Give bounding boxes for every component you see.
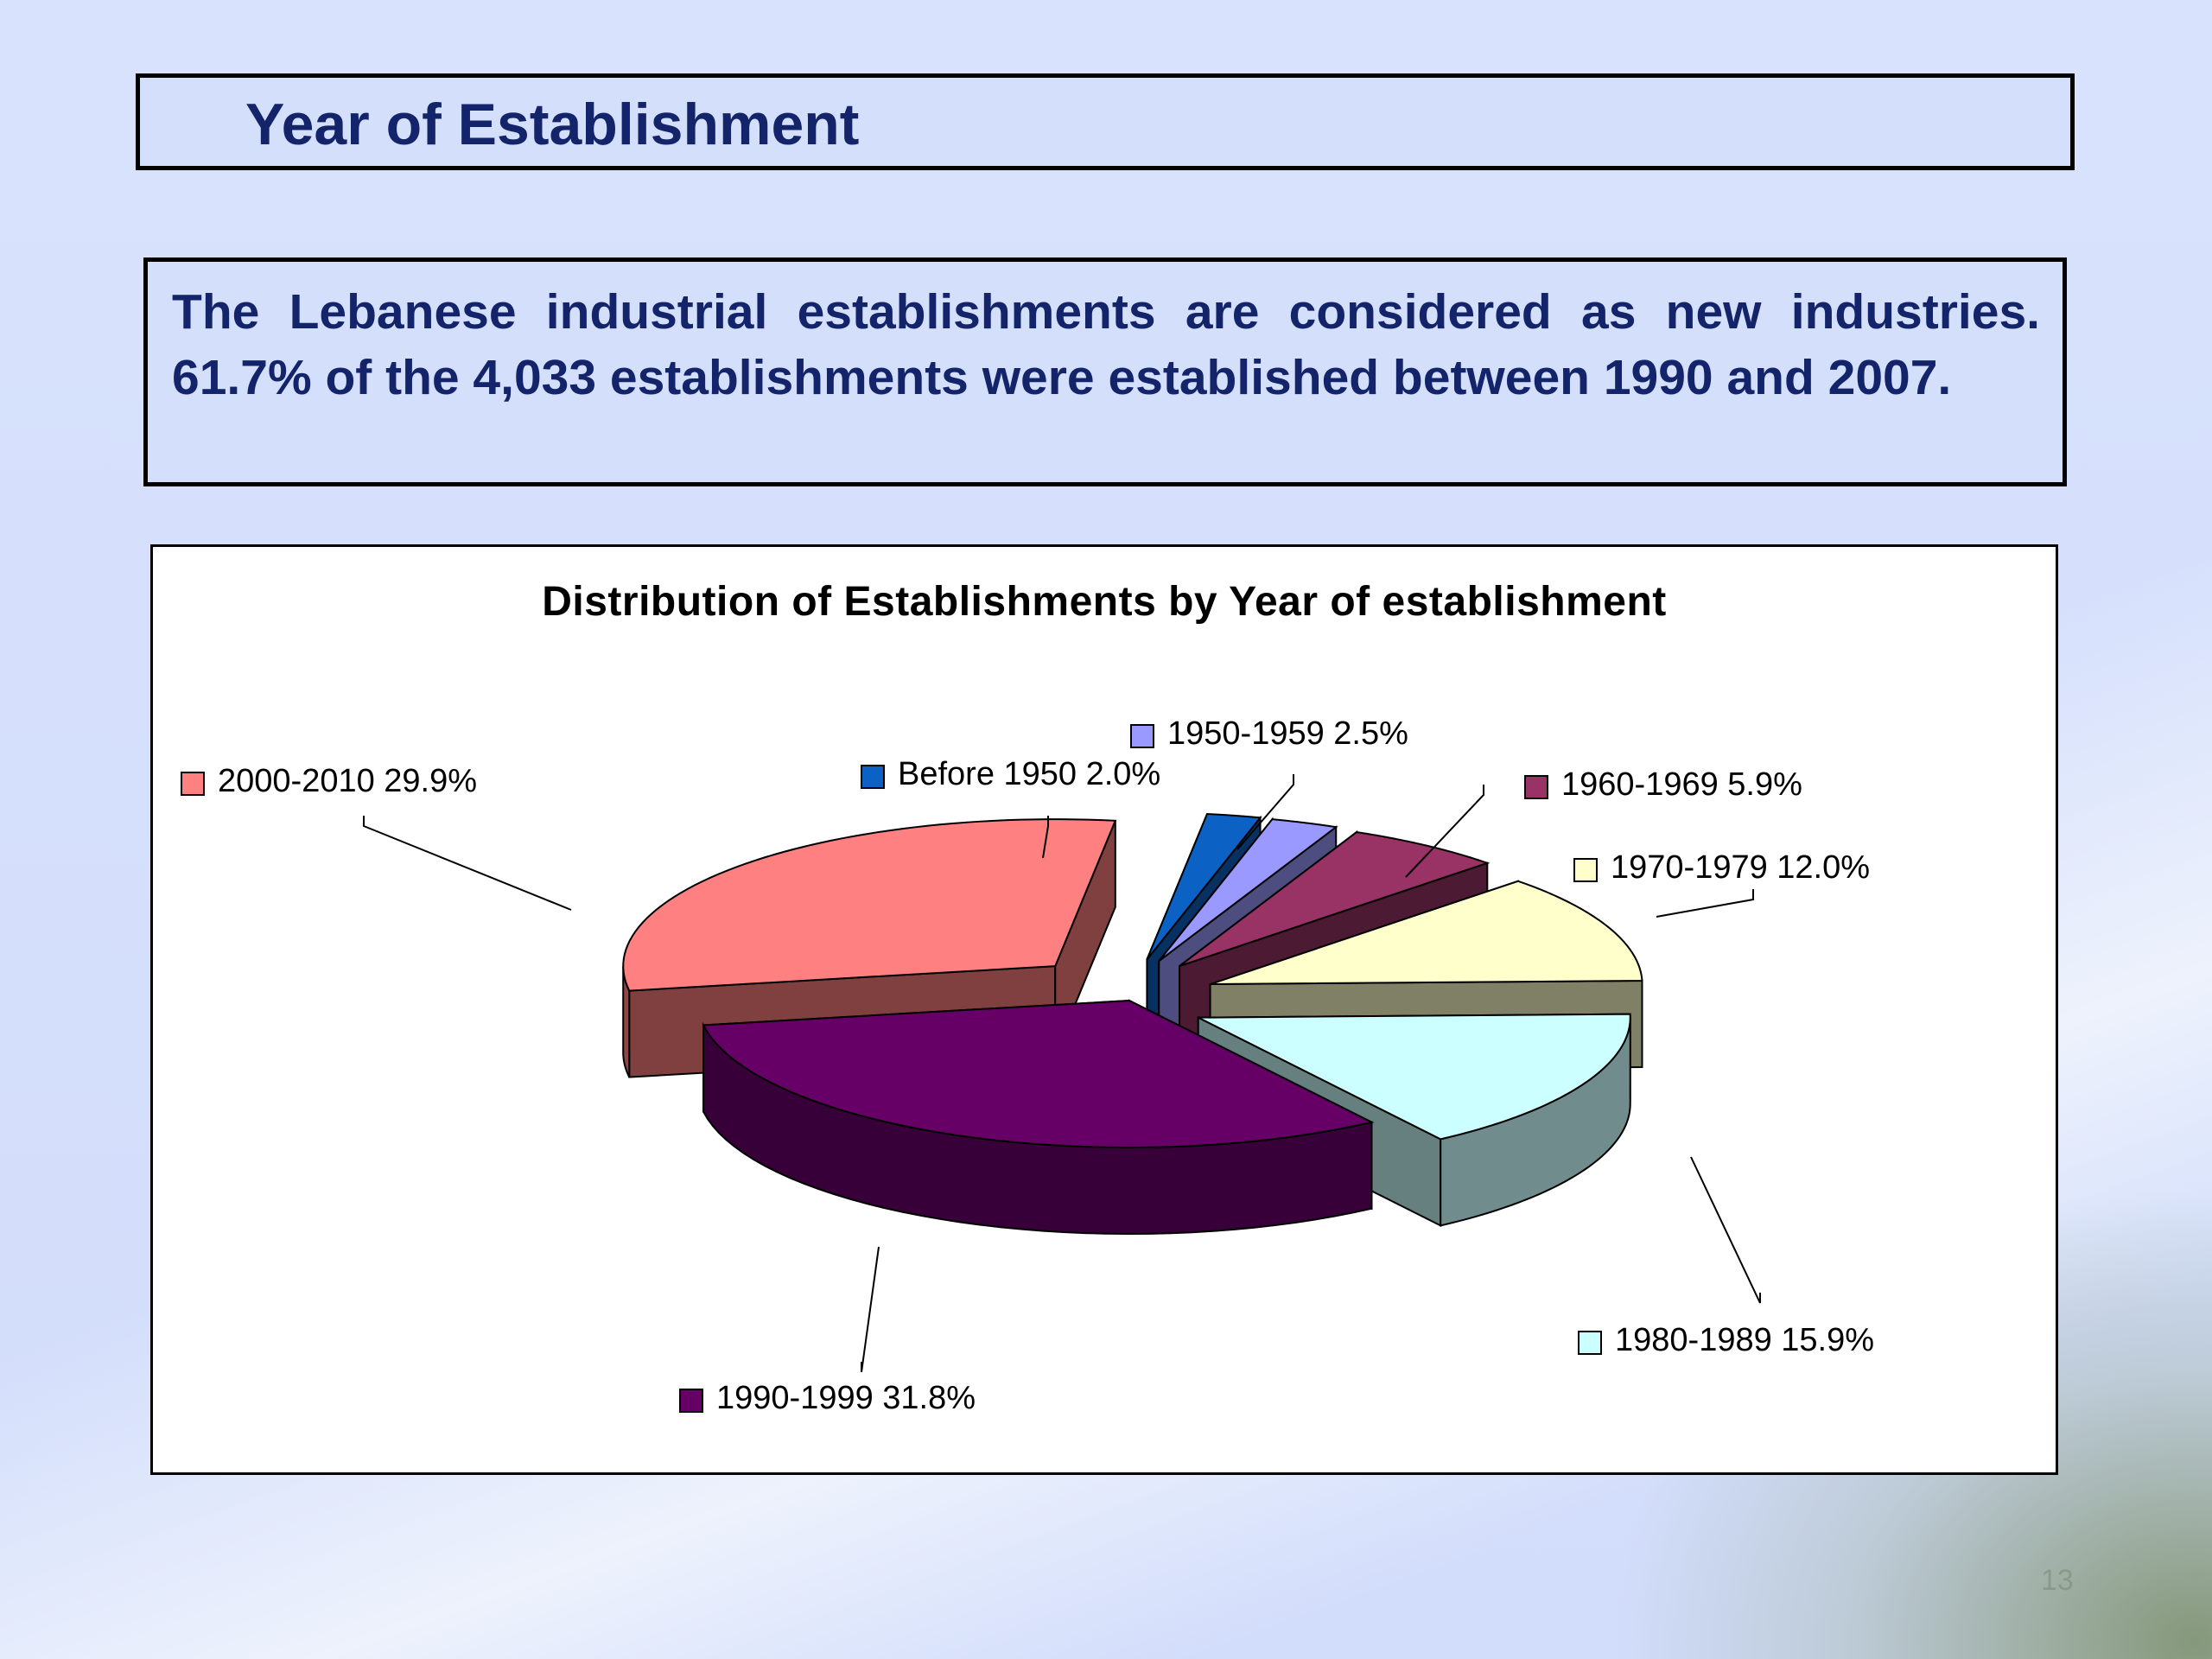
data-label-2000-2010-key <box>181 772 205 796</box>
chart-title: Distribution of Establishments by Year o… <box>542 579 1667 625</box>
pie-slice-1960-1969-top <box>1179 830 1491 968</box>
pie-slice-2000-2010-top <box>622 818 1117 992</box>
data-label-1980-1989-leader <box>1690 1156 1761 1304</box>
data-label-2000-2010-leader <box>363 816 572 911</box>
data-label-1970-1979: 1970-1979 12.0% <box>1611 849 1870 886</box>
slide-title-box: Year of Establishment <box>136 73 2075 170</box>
data-label-1950-1959: 1950-1959 2.5% <box>1167 715 1408 752</box>
data-label-before-1950: Before 1950 2.0% <box>898 756 1160 792</box>
pie-chart-svg: Before 1950 2.0%1950-1959 2.5% 1960-1969 … <box>181 715 1874 1416</box>
data-label-before-1950-leader <box>1042 816 1049 859</box>
data-label-1990-1999-key <box>679 1389 703 1413</box>
slide-title: Year of Establishment <box>245 92 860 157</box>
pie-slice-1980-1989-top <box>1198 1013 1631 1141</box>
data-label-1950-1959-leader <box>1236 774 1294 850</box>
pie-slice-before-1950-top <box>1146 812 1262 960</box>
pie-slice-1990-1999 <box>702 999 1375 1235</box>
data-label-1960-1969: 1960-1969 5.9% <box>1561 766 1802 803</box>
data-label-2000-2010: 2000-2010 29.9% <box>218 763 477 799</box>
slide-body-box: The Lebanese industrial establishments a… <box>143 257 2067 486</box>
data-label-1960-1969-leader <box>1405 785 1484 878</box>
data-label-1990-1999: 1990-1999 31.8% <box>716 1380 976 1416</box>
data-label-before-1950-key <box>861 765 885 789</box>
pie-slice-1990-1999-top <box>702 999 1375 1148</box>
data-label-1960-1969-key <box>1524 775 1548 799</box>
data-label-1970-1979-leader <box>1656 889 1754 918</box>
pie-chart: Distribution of Establishments by Year o… <box>150 544 2058 1475</box>
data-label-1990-1999-leader <box>861 1246 880 1373</box>
data-label-1980-1989-key <box>1578 1331 1602 1355</box>
pie-slice-1950-1959-top <box>1158 818 1338 963</box>
data-label-1950-1959-key <box>1130 724 1154 748</box>
page-number: 13 <box>2041 1564 2074 1597</box>
slide-body-text: The Lebanese industrial establishments a… <box>172 284 2040 405</box>
data-label-1980-1989: 1980-1989 15.9% <box>1615 1322 1874 1358</box>
data-label-1970-1979-key <box>1573 858 1598 882</box>
pie-slice-1970-1979-top <box>1210 880 1643 986</box>
